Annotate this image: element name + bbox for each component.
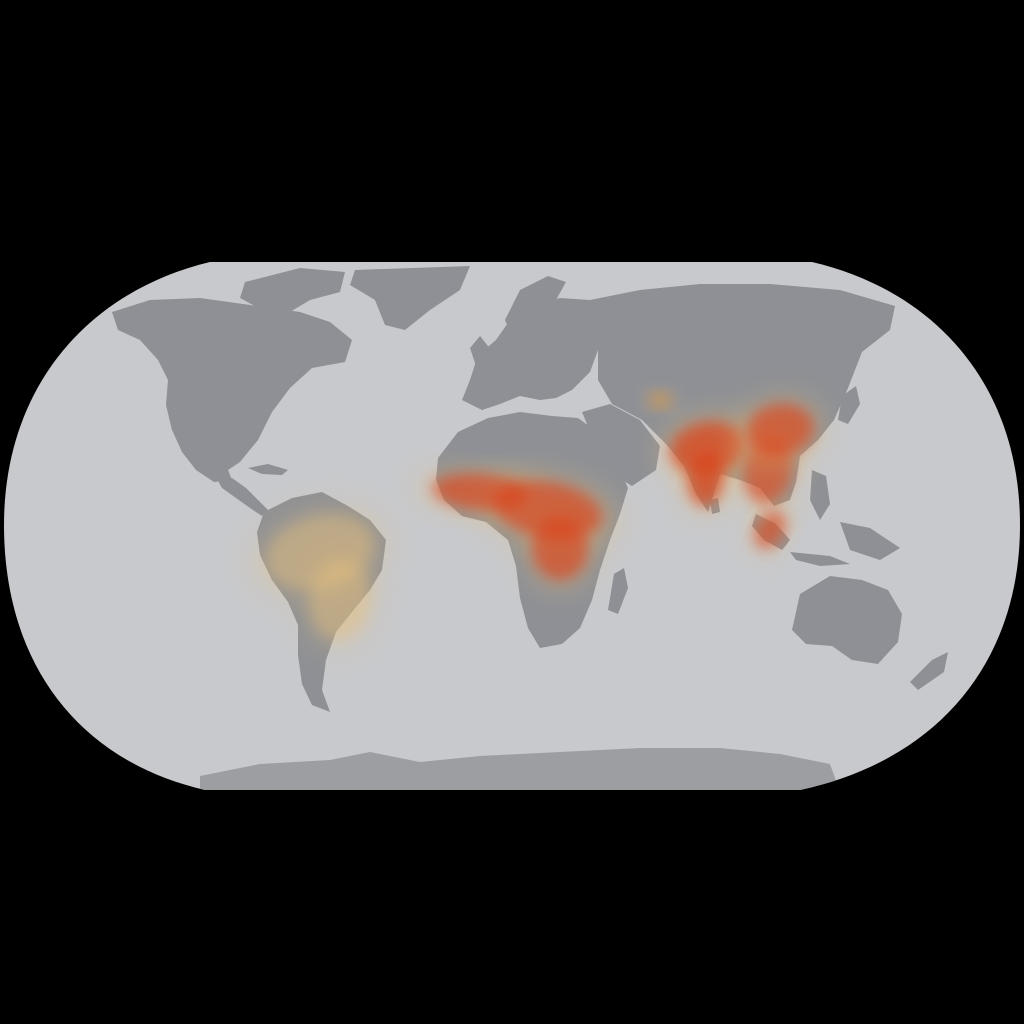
- landmass-caribbean: [248, 464, 288, 475]
- heat-core: [687, 450, 725, 506]
- heat-core: [670, 421, 746, 475]
- landmass-north-america: [112, 298, 352, 482]
- landmass-new-zealand: [910, 652, 948, 690]
- landmass-arabia: [582, 404, 660, 486]
- landmass-central-america: [214, 474, 268, 516]
- heat-core: [754, 511, 786, 549]
- landmass-madagascar: [608, 568, 628, 614]
- heat-core: [746, 403, 814, 457]
- heat-region-sahel-and-central-africa: [415, 467, 622, 592]
- heat-region-central-asia: [643, 389, 677, 411]
- landmass-japan: [838, 386, 860, 424]
- landmass-greenland: [350, 266, 470, 330]
- heat-overlay: [247, 389, 826, 654]
- landmass-antarctica: [200, 748, 840, 790]
- heat-region-amazon-basin: [247, 501, 393, 654]
- landmass-arctic-islands: [240, 268, 345, 312]
- landmass-scandinavia: [505, 276, 566, 336]
- heat-core: [309, 560, 371, 640]
- heat-core: [648, 392, 672, 408]
- landmass-indonesia: [752, 470, 900, 566]
- landmass-australia: [792, 576, 902, 664]
- landmass-british-isles: [470, 336, 488, 366]
- heat-region-eastern-china: [734, 394, 826, 466]
- heat-region-south-asia: [657, 412, 759, 516]
- landmass-asia: [590, 284, 895, 512]
- heat-core: [532, 516, 588, 580]
- landmass-europe: [462, 298, 600, 410]
